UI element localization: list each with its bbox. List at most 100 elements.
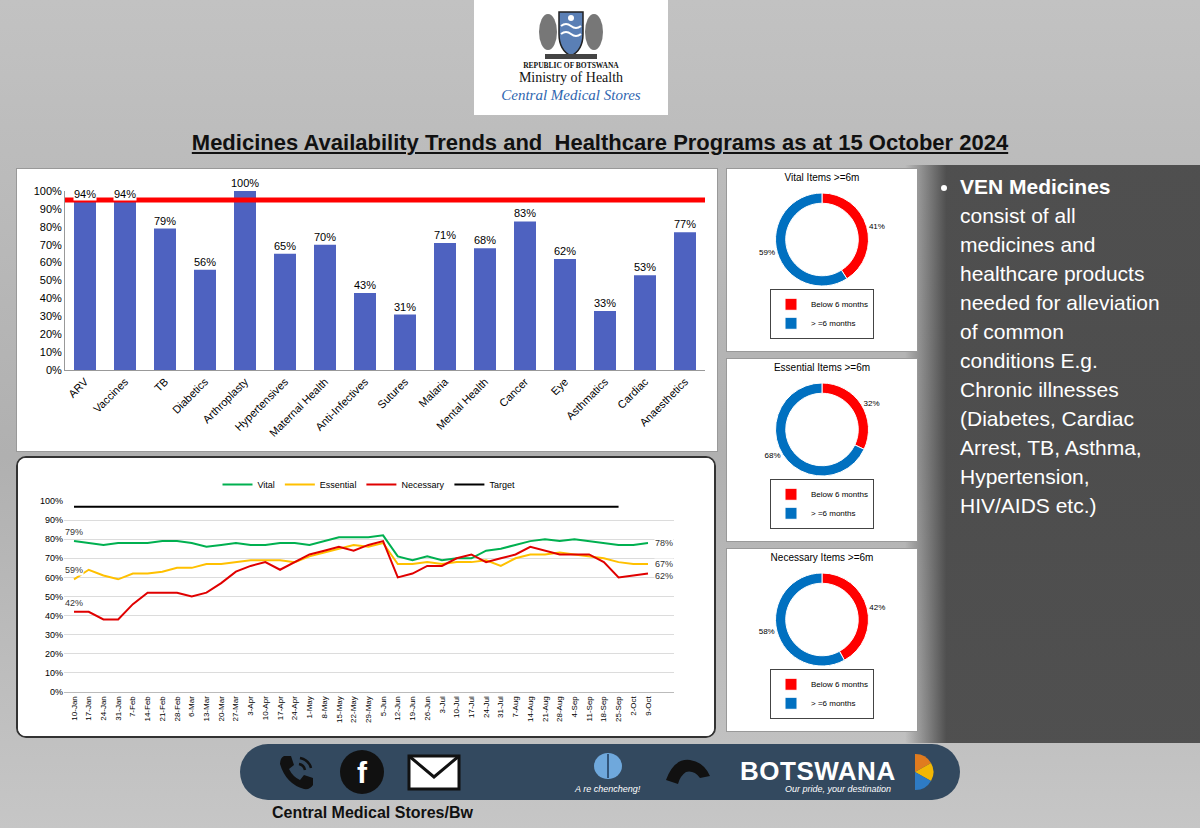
svg-text:28-Aug: 28-Aug — [555, 696, 564, 722]
svg-text:Asthmatics: Asthmatics — [564, 375, 611, 422]
svg-text:15-May: 15-May — [335, 696, 344, 723]
svg-text:Arthroplasty: Arthroplasty — [200, 375, 250, 425]
svg-text:30%: 30% — [45, 630, 63, 640]
svg-text:Essential: Essential — [320, 480, 357, 490]
svg-text:8-May: 8-May — [320, 696, 329, 718]
svg-text:Anaesthetics: Anaesthetics — [637, 375, 690, 428]
svg-text:22-May: 22-May — [349, 696, 358, 723]
svg-text:59%: 59% — [759, 248, 775, 257]
svg-text:60%: 60% — [40, 256, 62, 268]
svg-text:25-Sep: 25-Sep — [614, 696, 623, 722]
svg-text:43%: 43% — [354, 279, 376, 291]
svg-text:Below 6 months: Below 6 months — [811, 490, 868, 499]
svg-text:10%: 10% — [45, 668, 63, 678]
svg-text:7-Aug: 7-Aug — [511, 696, 520, 717]
svg-text:Malaria: Malaria — [416, 375, 451, 410]
svg-text:26-Jun: 26-Jun — [423, 696, 432, 720]
svg-text:20-Mar: 20-Mar — [217, 696, 226, 722]
svg-text:Vital Items >=6m: Vital Items >=6m — [785, 172, 860, 183]
svg-text:13-Mar: 13-Mar — [202, 696, 211, 722]
svg-text:24-Jul: 24-Jul — [482, 696, 491, 718]
svg-text:> =6 months: > =6 months — [811, 509, 855, 518]
svg-text:31-Jan: 31-Jan — [114, 696, 123, 720]
svg-text:9-Oct: 9-Oct — [644, 695, 653, 715]
svg-text:17-Jul: 17-Jul — [467, 696, 476, 718]
svg-text:19-Jun: 19-Jun — [408, 696, 417, 720]
svg-text:24-Apr: 24-Apr — [290, 696, 299, 720]
svg-text:Eye: Eye — [548, 376, 570, 398]
svg-text:TB: TB — [152, 376, 170, 394]
svg-text:80%: 80% — [45, 534, 63, 544]
svg-text:2-Oct: 2-Oct — [629, 695, 638, 715]
svg-text:17-Jan: 17-Jan — [84, 696, 93, 720]
svg-text:30%: 30% — [40, 310, 62, 322]
svg-text:78%: 78% — [655, 538, 673, 548]
svg-text:77%: 77% — [674, 218, 696, 230]
svg-text:68%: 68% — [474, 234, 496, 246]
svg-text:Essential Items >=6m: Essential Items >=6m — [774, 362, 870, 373]
svg-text:80%: 80% — [40, 221, 62, 233]
svg-text:17-Apr: 17-Apr — [276, 696, 285, 720]
svg-text:7-Feb: 7-Feb — [128, 696, 137, 717]
svg-text:10-Jul: 10-Jul — [452, 696, 461, 718]
svg-text:Diabetics: Diabetics — [170, 375, 211, 416]
svg-text:Maternal Health: Maternal Health — [267, 376, 330, 439]
svg-text:Target: Target — [489, 480, 515, 490]
svg-text:Necessary: Necessary — [401, 480, 444, 490]
svg-text:50%: 50% — [45, 592, 63, 602]
svg-text:33%: 33% — [594, 297, 616, 309]
svg-text:10%: 10% — [40, 346, 62, 358]
svg-text:Cancer: Cancer — [497, 375, 531, 409]
svg-text:100%: 100% — [34, 185, 62, 197]
svg-text:3-Apr: 3-Apr — [246, 696, 255, 716]
svg-text:24-Jan: 24-Jan — [99, 696, 108, 720]
svg-text:94%: 94% — [114, 188, 136, 200]
svg-text:Vital: Vital — [258, 480, 275, 490]
svg-text:79%: 79% — [154, 215, 176, 227]
svg-text:0%: 0% — [50, 687, 63, 697]
svg-text:83%: 83% — [514, 207, 536, 219]
svg-text:Sutures: Sutures — [375, 375, 411, 411]
svg-text:41%: 41% — [869, 222, 885, 231]
svg-text:3-Jul: 3-Jul — [438, 696, 447, 714]
svg-text:90%: 90% — [45, 515, 63, 525]
svg-text:42%: 42% — [869, 603, 885, 612]
svg-text:10-Jan: 10-Jan — [70, 696, 79, 720]
svg-text:70%: 70% — [40, 239, 62, 251]
svg-text:42%: 42% — [65, 598, 83, 608]
svg-text:4-Sep: 4-Sep — [570, 696, 579, 718]
svg-text:> =6 months: > =6 months — [811, 699, 855, 708]
svg-text:65%: 65% — [274, 240, 296, 252]
svg-text:10-Apr: 10-Apr — [261, 696, 270, 720]
svg-text:Cardiac: Cardiac — [615, 375, 651, 411]
svg-text:5-Jun: 5-Jun — [379, 696, 388, 716]
svg-text:ARV: ARV — [66, 375, 91, 400]
svg-text:71%: 71% — [434, 229, 456, 241]
svg-text:20%: 20% — [45, 649, 63, 659]
svg-text:18-Sep: 18-Sep — [599, 696, 608, 722]
svg-text:70%: 70% — [314, 231, 336, 243]
svg-text:11-Sep: 11-Sep — [585, 696, 594, 722]
svg-text:31%: 31% — [394, 301, 416, 313]
svg-text:Necessary Items >=6m: Necessary Items >=6m — [771, 552, 874, 563]
svg-text:0%: 0% — [46, 364, 62, 376]
svg-text:21-Aug: 21-Aug — [541, 696, 550, 722]
svg-text:62%: 62% — [554, 245, 576, 257]
svg-text:32%: 32% — [864, 399, 880, 408]
svg-text:50%: 50% — [40, 274, 62, 286]
svg-text:62%: 62% — [655, 571, 673, 581]
svg-text:31-Jul: 31-Jul — [496, 696, 505, 718]
svg-text:67%: 67% — [655, 559, 673, 569]
svg-text:40%: 40% — [40, 292, 62, 304]
svg-text:Mental Health: Mental Health — [434, 376, 490, 432]
svg-text:Below 6 months: Below 6 months — [811, 680, 868, 689]
svg-text:20%: 20% — [40, 328, 62, 340]
svg-text:100%: 100% — [40, 496, 63, 506]
svg-text:58%: 58% — [759, 627, 775, 636]
svg-text:> =6 months: > =6 months — [811, 319, 855, 328]
svg-text:90%: 90% — [40, 203, 62, 215]
svg-text:Vaccines: Vaccines — [91, 375, 131, 415]
svg-text:70%: 70% — [45, 553, 63, 563]
svg-text:6-Mar: 6-Mar — [187, 696, 196, 717]
svg-text:28-Feb: 28-Feb — [173, 696, 182, 722]
